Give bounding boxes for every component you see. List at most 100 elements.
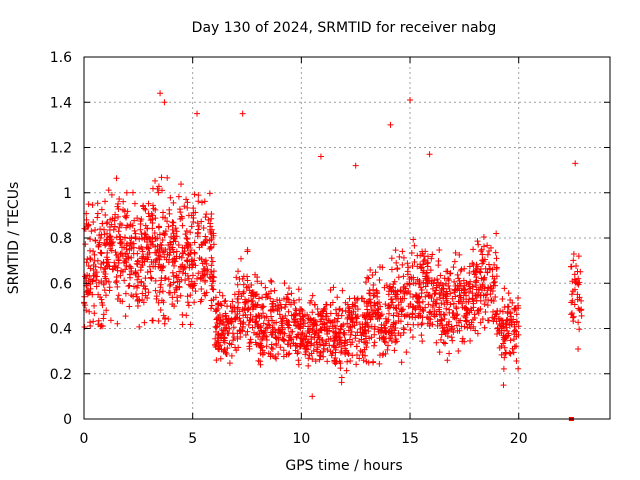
x-tick-label: 15 — [401, 431, 419, 447]
data-point — [341, 329, 348, 336]
data-point — [366, 287, 373, 294]
data-point — [474, 263, 481, 270]
data-point — [109, 266, 116, 273]
data-point — [435, 258, 442, 265]
data-point — [446, 350, 453, 357]
data-point — [133, 284, 140, 291]
data-point — [199, 268, 206, 275]
data-point — [352, 332, 359, 339]
data-point — [369, 272, 376, 279]
data-point — [388, 266, 395, 273]
data-point — [321, 324, 328, 331]
data-point — [273, 355, 280, 362]
data-point — [447, 290, 454, 297]
data-point — [387, 323, 394, 330]
data-point — [334, 315, 341, 322]
data-point — [169, 259, 176, 266]
data-point — [479, 315, 486, 322]
data-point — [90, 219, 97, 226]
data-point — [291, 315, 298, 322]
data-point — [240, 281, 247, 288]
data-point — [569, 310, 576, 317]
data-point — [433, 339, 440, 346]
data-point — [115, 200, 122, 207]
data-point — [173, 253, 180, 260]
data-point — [157, 307, 164, 314]
data-point — [226, 360, 233, 367]
data-point — [238, 255, 245, 262]
data-point — [475, 241, 482, 248]
data-point — [149, 225, 156, 232]
data-point — [263, 343, 270, 350]
data-point — [357, 325, 364, 332]
data-point — [484, 302, 491, 309]
data-point — [216, 289, 223, 296]
data-point — [83, 259, 90, 266]
data-point — [578, 297, 585, 304]
data-point — [433, 311, 440, 318]
data-point — [409, 334, 416, 341]
data-point — [239, 323, 246, 330]
data-point — [352, 162, 359, 169]
data-point — [184, 293, 191, 300]
data-point — [574, 291, 581, 298]
data-point — [380, 336, 387, 343]
data-point — [478, 275, 485, 282]
data-point — [117, 297, 124, 304]
data-point — [280, 336, 287, 343]
data-point — [352, 299, 359, 306]
data-point — [446, 285, 453, 292]
data-point — [217, 355, 224, 362]
data-point — [327, 286, 334, 293]
data-point — [85, 201, 92, 208]
data-point — [206, 190, 213, 197]
data-point — [571, 286, 578, 293]
data-point — [342, 299, 349, 306]
data-point — [152, 177, 159, 184]
data-point — [226, 325, 233, 332]
data-point — [308, 333, 315, 340]
data-point — [320, 353, 327, 360]
data-point — [320, 348, 327, 355]
data-point — [454, 286, 461, 293]
data-point — [454, 271, 461, 278]
data-point — [146, 235, 153, 242]
data-point — [161, 99, 168, 106]
data-point — [419, 306, 426, 313]
data-point — [306, 352, 313, 359]
chart-title: Day 130 of 2024, SRMTID for receiver nab… — [192, 20, 497, 36]
data-point — [414, 276, 421, 283]
data-point — [126, 242, 133, 249]
data-point — [436, 282, 443, 289]
data-point — [165, 276, 172, 283]
data-point — [223, 351, 230, 358]
data-point — [371, 339, 378, 346]
data-point — [305, 355, 312, 362]
data-point — [354, 306, 361, 313]
data-point — [187, 321, 194, 328]
data-point — [268, 344, 275, 351]
data-point — [222, 297, 229, 304]
data-point — [224, 318, 231, 325]
data-point — [292, 342, 299, 349]
data-point — [217, 316, 224, 323]
data-point — [393, 259, 400, 266]
data-point — [168, 233, 175, 240]
data-point — [84, 256, 91, 263]
data-point — [270, 307, 277, 314]
data-point — [210, 273, 217, 280]
data-point — [95, 317, 102, 324]
data-point — [208, 305, 215, 312]
data-point — [463, 279, 470, 286]
data-point — [440, 327, 447, 334]
data-point — [364, 306, 371, 313]
data-point — [173, 228, 180, 235]
data-point — [128, 292, 135, 299]
data-point — [332, 325, 339, 332]
data-point — [187, 229, 194, 236]
data-point — [129, 189, 136, 196]
data-point — [379, 352, 386, 359]
data-point — [384, 346, 391, 353]
data-point — [156, 231, 163, 238]
data-point — [513, 311, 520, 318]
